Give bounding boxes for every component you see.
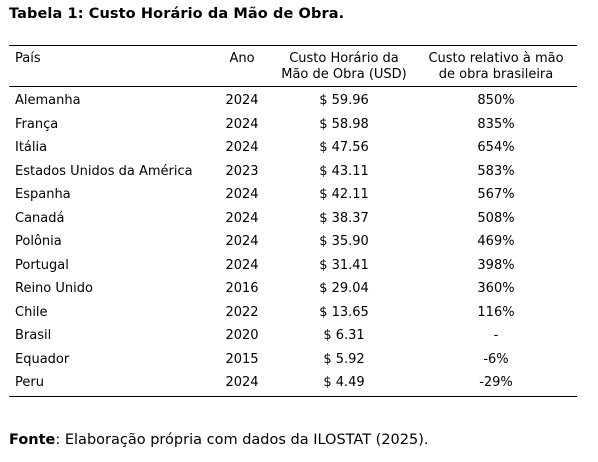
header-rel-line2: de obra brasileira — [438, 67, 554, 82]
header-cost-line1: Custo Horário da — [289, 51, 399, 66]
cell-relative-cost: 508% — [477, 210, 515, 226]
cell-country: Espanha — [15, 187, 71, 203]
cell-year: 2024 — [225, 93, 259, 109]
cell-relative-cost: 654% — [477, 140, 515, 156]
cell-country: Chile — [15, 304, 48, 320]
cell-cost: $ 31.41 — [319, 257, 369, 273]
cell-relative-cost: 469% — [477, 234, 515, 250]
cell-year: 2022 — [225, 304, 259, 320]
table-row: Reino Unido 2016 $ 29.04 360% — [9, 277, 577, 301]
cell-relative-cost: -6% — [483, 351, 509, 367]
table-row: Chile 2022 $ 13.65 116% — [9, 301, 577, 325]
cell-country: Canadá — [15, 210, 65, 226]
cell-country: Alemanha — [15, 93, 81, 109]
table-row: Portugal 2024 $ 31.41 398% — [9, 254, 577, 278]
header-cost-line2: Mão de Obra (USD) — [281, 67, 407, 82]
table-body: Alemanha 2024 $ 59.96 850% França 2024 $ 58.98… — [9, 87, 577, 396]
cell-year: 2024 — [225, 187, 259, 203]
cell-cost: $ 43.11 — [319, 163, 369, 179]
source-text: : Elaboração própria com dados da ILOSTA… — [55, 432, 429, 448]
table-row: Polônia 2024 $ 35.90 469% — [9, 230, 577, 254]
cell-cost: $ 35.90 — [319, 234, 369, 250]
cell-relative-cost: -29% — [479, 375, 513, 391]
cell-cost: $ 59.96 — [319, 93, 369, 109]
cell-country: Itália — [15, 140, 48, 156]
header-country: País — [15, 51, 41, 66]
header-year: Ano — [229, 51, 255, 66]
cell-country: Equador — [15, 351, 70, 367]
cell-cost: $ 4.49 — [323, 375, 365, 391]
cell-country: Polônia — [15, 234, 62, 250]
labor-cost-table: País Ano Custo Horário da Mão de Obra (U… — [9, 45, 577, 397]
cell-cost: $ 6.31 — [323, 328, 365, 344]
cell-year: 2024 — [225, 234, 259, 250]
cell-relative-cost: 398% — [477, 257, 515, 273]
cell-cost: $ 58.98 — [319, 116, 369, 132]
table-row: Canadá 2024 $ 38.37 508% — [9, 207, 577, 231]
cell-relative-cost: 850% — [477, 93, 515, 109]
cell-country: Peru — [15, 375, 44, 391]
table-header-row: País Ano Custo Horário da Mão de Obra (U… — [9, 46, 577, 86]
table-row: Itália 2024 $ 47.56 654% — [9, 136, 577, 160]
cell-country: Portugal — [15, 257, 69, 273]
cell-relative-cost: 835% — [477, 116, 515, 132]
cell-year: 2024 — [225, 140, 259, 156]
cell-year: 2024 — [225, 375, 259, 391]
table-header-rule — [9, 86, 577, 87]
cell-country: Brasil — [15, 328, 52, 344]
table-row: Equador 2015 $ 5.92 -6% — [9, 348, 577, 372]
cell-year: 2020 — [225, 328, 259, 344]
cell-year: 2015 — [225, 351, 259, 367]
table-row: Alemanha 2024 $ 59.96 850% — [9, 89, 577, 113]
cell-cost: $ 47.56 — [319, 140, 369, 156]
cell-cost: $ 13.65 — [319, 304, 369, 320]
source-note: Fonte: Elaboração própria com dados da I… — [9, 432, 429, 448]
table-row: França 2024 $ 58.98 835% — [9, 113, 577, 137]
cell-country: Reino Unido — [15, 281, 93, 297]
table-row: Estados Unidos da América 2023 $ 43.11 583% — [9, 160, 577, 184]
cell-cost: $ 29.04 — [319, 281, 369, 297]
cell-relative-cost: 567% — [477, 187, 515, 203]
source-label: Fonte — [9, 432, 56, 448]
table-title: Tabela 1: Custo Horário da Mão de Obra. — [9, 6, 345, 22]
cell-relative-cost: - — [493, 328, 499, 344]
header-cost: Custo Horário da Mão de Obra (USD) — [273, 51, 415, 83]
cell-year: 2024 — [225, 210, 259, 226]
header-rel-line1: Custo relativo à mão — [428, 51, 564, 66]
cell-year: 2023 — [225, 163, 259, 179]
cell-year: 2024 — [225, 257, 259, 273]
cell-relative-cost: 583% — [477, 163, 515, 179]
table-bottom-rule — [9, 395, 577, 397]
cell-country: França — [15, 116, 59, 132]
cell-cost: $ 42.11 — [319, 187, 369, 203]
cell-year: 2024 — [225, 116, 259, 132]
table-row: Peru 2024 $ 4.49 -29% — [9, 371, 577, 395]
table-top-rule — [9, 45, 577, 46]
cell-country: Estados Unidos da América — [15, 163, 193, 179]
table-row: Espanha 2024 $ 42.11 567% — [9, 183, 577, 207]
header-relative-cost: Custo relativo à mão de obra brasileira — [415, 51, 577, 83]
cell-year: 2016 — [225, 281, 259, 297]
cell-relative-cost: 360% — [477, 281, 515, 297]
cell-cost: $ 38.37 — [319, 210, 369, 226]
table-row: Brasil 2020 $ 6.31 - — [9, 324, 577, 348]
cell-relative-cost: 116% — [477, 304, 515, 320]
cell-cost: $ 5.92 — [323, 351, 365, 367]
